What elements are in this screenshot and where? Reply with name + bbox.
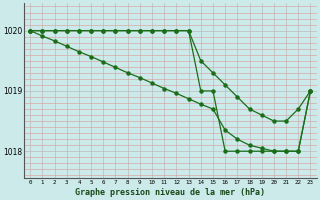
X-axis label: Graphe pression niveau de la mer (hPa): Graphe pression niveau de la mer (hPa)	[75, 188, 265, 197]
